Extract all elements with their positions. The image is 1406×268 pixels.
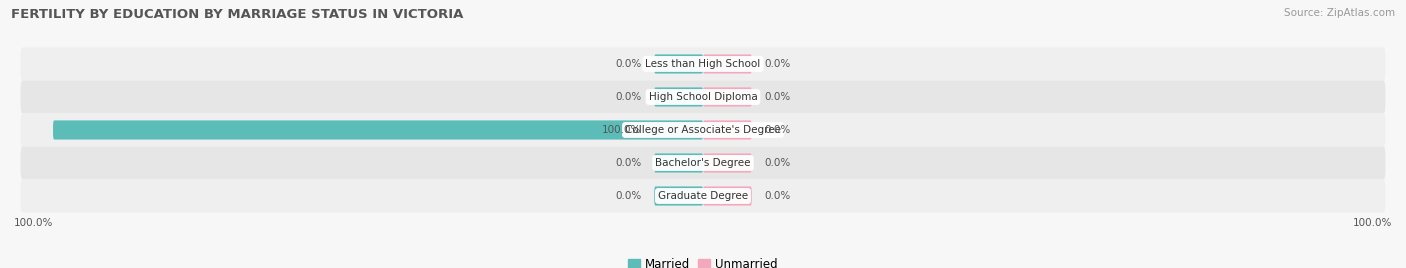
Text: Less than High School: Less than High School: [645, 59, 761, 69]
FancyBboxPatch shape: [703, 54, 752, 73]
Legend: Married, Unmarried: Married, Unmarried: [628, 258, 778, 268]
Text: Bachelor's Degree: Bachelor's Degree: [655, 158, 751, 168]
FancyBboxPatch shape: [654, 187, 703, 206]
Text: 0.0%: 0.0%: [614, 158, 641, 168]
FancyBboxPatch shape: [21, 147, 1385, 180]
Text: 100.0%: 100.0%: [602, 125, 641, 135]
Text: 0.0%: 0.0%: [765, 59, 792, 69]
Text: Graduate Degree: Graduate Degree: [658, 191, 748, 201]
Text: 0.0%: 0.0%: [614, 59, 641, 69]
FancyBboxPatch shape: [21, 180, 1385, 213]
FancyBboxPatch shape: [703, 153, 752, 173]
Text: High School Diploma: High School Diploma: [648, 92, 758, 102]
FancyBboxPatch shape: [654, 153, 703, 173]
Text: 0.0%: 0.0%: [614, 92, 641, 102]
FancyBboxPatch shape: [21, 47, 1385, 80]
FancyBboxPatch shape: [53, 120, 703, 140]
FancyBboxPatch shape: [654, 54, 703, 73]
Text: 100.0%: 100.0%: [14, 218, 53, 228]
FancyBboxPatch shape: [21, 80, 1385, 113]
FancyBboxPatch shape: [654, 87, 703, 107]
Text: 0.0%: 0.0%: [614, 191, 641, 201]
Text: 0.0%: 0.0%: [765, 191, 792, 201]
Text: FERTILITY BY EDUCATION BY MARRIAGE STATUS IN VICTORIA: FERTILITY BY EDUCATION BY MARRIAGE STATU…: [11, 8, 464, 21]
Text: Source: ZipAtlas.com: Source: ZipAtlas.com: [1284, 8, 1395, 18]
Text: 0.0%: 0.0%: [765, 125, 792, 135]
FancyBboxPatch shape: [703, 187, 752, 206]
FancyBboxPatch shape: [21, 113, 1385, 147]
FancyBboxPatch shape: [703, 87, 752, 107]
FancyBboxPatch shape: [703, 120, 752, 140]
Text: 100.0%: 100.0%: [1353, 218, 1392, 228]
Text: 0.0%: 0.0%: [765, 92, 792, 102]
Text: 0.0%: 0.0%: [765, 158, 792, 168]
Text: College or Associate's Degree: College or Associate's Degree: [626, 125, 780, 135]
